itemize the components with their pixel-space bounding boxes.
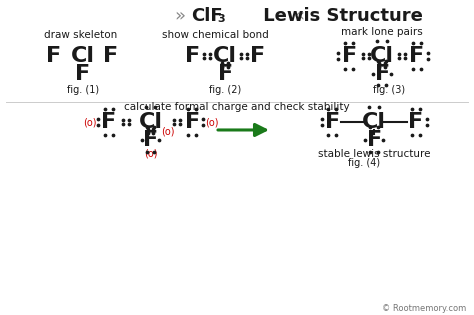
Text: F: F bbox=[75, 64, 91, 83]
Text: Cl: Cl bbox=[362, 112, 386, 132]
Text: fig. (4): fig. (4) bbox=[348, 158, 380, 168]
Text: F: F bbox=[366, 130, 382, 150]
Text: ClF: ClF bbox=[191, 7, 223, 25]
Text: Cl: Cl bbox=[138, 112, 163, 132]
Text: (o): (o) bbox=[144, 149, 157, 159]
Text: 3: 3 bbox=[217, 14, 225, 24]
Text: Cl: Cl bbox=[370, 46, 394, 66]
Text: fig. (2): fig. (2) bbox=[209, 85, 241, 95]
Text: F: F bbox=[218, 64, 233, 83]
Text: F: F bbox=[185, 46, 200, 66]
Text: F: F bbox=[325, 112, 340, 132]
Text: F: F bbox=[374, 64, 390, 83]
Text: stable lewis structure: stable lewis structure bbox=[318, 149, 430, 159]
Text: »: » bbox=[174, 7, 185, 25]
Text: calculate formal charge and check stability: calculate formal charge and check stabil… bbox=[124, 102, 350, 112]
Text: fig. (1): fig. (1) bbox=[67, 85, 99, 95]
Text: show chemical bond: show chemical bond bbox=[162, 30, 268, 40]
Text: F: F bbox=[143, 130, 158, 150]
Text: draw skeleton: draw skeleton bbox=[44, 30, 118, 40]
Text: © Rootmemory.com: © Rootmemory.com bbox=[383, 304, 466, 312]
Text: F: F bbox=[185, 112, 200, 132]
Text: (o): (o) bbox=[205, 117, 219, 127]
Text: Lewis Structure: Lewis Structure bbox=[257, 7, 423, 25]
Text: F: F bbox=[103, 46, 118, 66]
Text: F: F bbox=[410, 46, 425, 66]
Text: (o): (o) bbox=[83, 117, 97, 127]
Text: F: F bbox=[250, 46, 265, 66]
Text: F: F bbox=[342, 46, 357, 66]
Text: F: F bbox=[46, 46, 61, 66]
Text: Cl: Cl bbox=[213, 46, 237, 66]
Text: mark lone pairs: mark lone pairs bbox=[341, 27, 423, 37]
Text: Cl: Cl bbox=[71, 46, 95, 66]
Text: (o): (o) bbox=[161, 127, 174, 137]
Text: F: F bbox=[409, 112, 423, 132]
Text: «: « bbox=[293, 7, 304, 25]
Text: F: F bbox=[101, 112, 116, 132]
Text: fig. (3): fig. (3) bbox=[373, 85, 405, 95]
